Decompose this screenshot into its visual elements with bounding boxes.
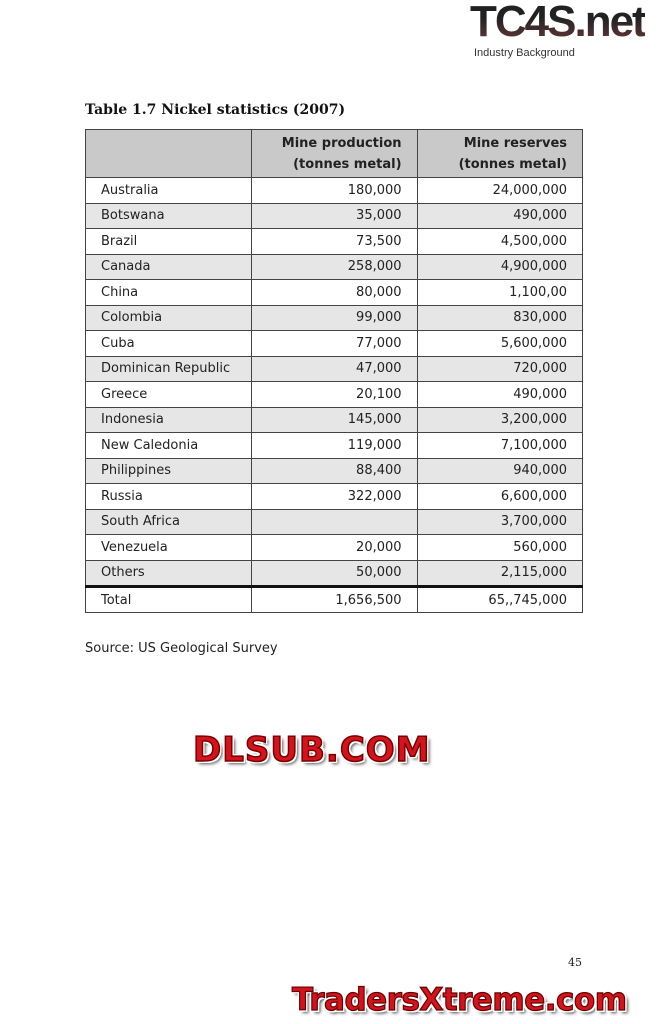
cell-production: 258,000 (250, 253, 418, 280)
watermark-dlsub: DLSUB.COM (192, 729, 431, 771)
header-mine-production: Mine production (tonnes metal) (250, 129, 418, 178)
cell-reserves: 2,115,000 (416, 559, 584, 587)
total-label: Total (85, 585, 252, 613)
nickel-statistics-table: Mine production (tonnes metal) Mine reser… (85, 129, 584, 613)
table-row: Russia 322,000 6,600,000 (85, 483, 584, 510)
table-row: Brazil 73,500 4,500,000 (85, 228, 584, 255)
cell-country: Canada (85, 253, 252, 280)
cell-production: 80,000 (250, 279, 418, 306)
cell-reserves: 7,100,000 (416, 432, 584, 459)
logo-text: TC4S.net (470, 0, 647, 46)
table-row: Cuba 77,000 5,600,000 (85, 330, 584, 357)
table-row: New Caledonia 119,000 7,100,000 (85, 432, 584, 459)
header-line: Mine reserves (463, 135, 567, 151)
cell-reserves: 3,200,000 (416, 406, 584, 433)
cell-production: 73,500 (250, 228, 418, 255)
watermark-tradersxtreme: TradersXtreme.com (291, 981, 627, 1018)
cell-reserves: 940,000 (416, 457, 584, 484)
table-row: South Africa 3,700,000 (85, 508, 584, 535)
cell-reserves: 24,000,000 (416, 177, 584, 204)
table-row: Botswana 35,000 490,000 (85, 202, 584, 229)
cell-production: 180,000 (250, 177, 418, 204)
table-row: Canada 258,000 4,900,000 (85, 253, 584, 280)
cell-reserves: 490,000 (416, 202, 584, 229)
site-logo: TC4S.net Industry Background (470, 0, 660, 62)
cell-country: Greece (85, 381, 252, 408)
table-row: Philippines 88,400 940,000 (85, 457, 584, 484)
cell-country: Venezuela (85, 534, 252, 561)
cell-production: 88,400 (250, 457, 418, 484)
cell-production: 20,000 (250, 534, 418, 561)
cell-reserves: 720,000 (416, 355, 584, 382)
table-header-row: Mine production (tonnes metal) Mine reser… (85, 129, 584, 178)
table-row: Dominican Republic 47,000 720,000 (85, 355, 584, 382)
header-line: Mine production (281, 135, 402, 151)
header-country (85, 129, 252, 178)
cell-country: South Africa (85, 508, 252, 535)
cell-reserves: 560,000 (416, 534, 584, 561)
source-note: Source: US Geological Survey (85, 641, 278, 656)
cell-country: China (85, 279, 252, 306)
cell-reserves: 830,000 (416, 304, 584, 331)
cell-country: Australia (85, 177, 252, 204)
cell-production: 35,000 (250, 202, 418, 229)
cell-production: 77,000 (250, 330, 418, 357)
table-row: China 80,000 1,100,00 (85, 279, 584, 306)
cell-country: Colombia (85, 304, 252, 331)
table-row: Others 50,000 2,115,000 (85, 559, 584, 587)
cell-reserves: 4,900,000 (416, 253, 584, 280)
table-row: Australia 180,000 24,000,000 (85, 177, 584, 204)
cell-country: Brazil (85, 228, 252, 255)
cell-production: 145,000 (250, 406, 418, 433)
cell-reserves: 3,700,000 (416, 508, 584, 535)
cell-production: 322,000 (250, 483, 418, 510)
table-title: Table 1.7 Nickel statistics (2007) (85, 102, 346, 118)
cell-country: Botswana (85, 202, 252, 229)
total-production: 1,656,500 (250, 585, 418, 613)
cell-reserves: 490,000 (416, 381, 584, 408)
table-row: Greece 20,100 490,000 (85, 381, 584, 408)
table-row: Venezuela 20,000 560,000 (85, 534, 584, 561)
cell-production: 119,000 (250, 432, 418, 459)
cell-country: Cuba (85, 330, 252, 357)
cell-country: Russia (85, 483, 252, 510)
cell-country: Indonesia (85, 406, 252, 433)
table-total-row: Total 1,656,500 65,,745,000 (85, 585, 584, 613)
total-reserves: 65,,745,000 (416, 585, 584, 613)
header-line: (tonnes metal) (458, 156, 567, 172)
page-number: 45 (568, 956, 582, 969)
cell-production: 47,000 (250, 355, 418, 382)
cell-country: Philippines (85, 457, 252, 484)
cell-reserves: 4,500,000 (416, 228, 584, 255)
cell-country: Dominican Republic (85, 355, 252, 382)
cell-production: 50,000 (250, 559, 418, 587)
header-mine-reserves: Mine reserves (tonnes metal) (416, 129, 584, 178)
section-label: Industry Background (474, 47, 575, 59)
cell-production (250, 508, 418, 535)
header-line: (tonnes metal) (293, 156, 402, 172)
cell-reserves: 5,600,000 (416, 330, 584, 357)
cell-reserves: 6,600,000 (416, 483, 584, 510)
cell-production: 20,100 (250, 381, 418, 408)
table-row: Indonesia 145,000 3,200,000 (85, 406, 584, 433)
cell-production: 99,000 (250, 304, 418, 331)
cell-country: New Caledonia (85, 432, 252, 459)
table-row: Colombia 99,000 830,000 (85, 304, 584, 331)
cell-country: Others (85, 559, 252, 587)
cell-reserves: 1,100,00 (416, 279, 584, 306)
